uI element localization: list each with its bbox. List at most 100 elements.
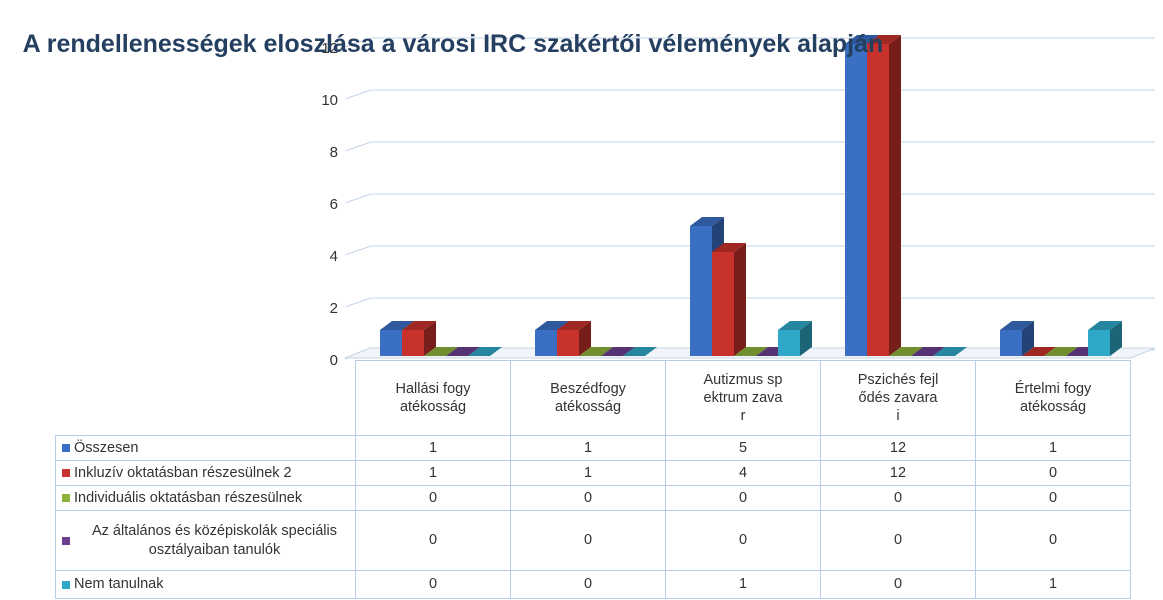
table-value: 4 <box>665 460 821 486</box>
bar-top <box>468 347 502 356</box>
bar-top <box>557 321 591 330</box>
bar-top <box>933 347 967 356</box>
bar-side <box>579 321 591 356</box>
legend-key <box>62 580 70 589</box>
table-value: 1 <box>355 435 511 461</box>
table-value: 12 <box>820 435 976 461</box>
bar-top <box>889 347 923 356</box>
bar-top <box>535 321 569 330</box>
table-value: 1 <box>975 435 1131 461</box>
table-value: 0 <box>665 510 821 571</box>
bar-side <box>800 321 812 356</box>
bar-top <box>1022 347 1056 356</box>
bar-side <box>424 321 436 356</box>
chart-title: A rendellenességek eloszlása a városi IR… <box>22 30 884 58</box>
bar-side <box>889 35 901 356</box>
y-tick-label: 10 <box>321 92 338 109</box>
x-tick-label: Pszichés fejlődés zavarai <box>820 360 976 436</box>
legend-key <box>62 444 70 452</box>
table-value: 1 <box>355 460 511 486</box>
y-tick-label: 12 <box>321 40 338 57</box>
legend-key <box>62 494 70 502</box>
table-value: 0 <box>355 570 511 599</box>
grid-line <box>344 193 1155 204</box>
bar-top <box>424 347 458 356</box>
legend-entry: Az általános és középiskolák speciális o… <box>55 510 356 571</box>
table-value: 5 <box>665 435 821 461</box>
table-value: 1 <box>665 570 821 599</box>
bar-top <box>579 347 613 356</box>
table-value: 1 <box>510 435 666 461</box>
table-value: 0 <box>975 485 1131 511</box>
bar-side <box>1110 321 1122 356</box>
bar <box>557 330 579 356</box>
table-value: 0 <box>820 485 976 511</box>
legend-label: Összesen <box>74 439 139 456</box>
bar <box>690 226 712 356</box>
table-value: 0 <box>510 570 666 599</box>
table-value: 0 <box>510 510 666 571</box>
legend-label: Inkluzív oktatásban részesülnek 2 <box>74 464 292 481</box>
x-tick-label: Értelmi fogyatékosság <box>975 360 1131 436</box>
bar-top <box>845 35 879 44</box>
bar-top <box>380 321 414 330</box>
grid-line <box>344 245 1155 256</box>
table-value: 0 <box>510 485 666 511</box>
y-tick-label: 4 <box>330 248 338 265</box>
bar-top <box>402 321 436 330</box>
legend-label: Nem tanulnak <box>74 576 164 593</box>
bar <box>1000 330 1022 356</box>
bar <box>778 330 800 356</box>
bar-top <box>1044 347 1078 356</box>
bar <box>1088 330 1110 356</box>
table-value: 0 <box>975 510 1131 571</box>
legend-entry: Individuális oktatásban részesülnek <box>55 485 356 511</box>
bar <box>712 252 734 356</box>
bar-top <box>601 347 635 356</box>
legend-key <box>62 536 70 545</box>
table-value: 0 <box>975 460 1131 486</box>
y-tick-label: 6 <box>330 196 338 213</box>
bar-top <box>623 347 657 356</box>
x-tick-label: Hallási fogyatékosság <box>355 360 511 436</box>
legend-entry: Összesen <box>55 435 356 461</box>
y-tick-label: 0 <box>330 352 338 369</box>
bar <box>867 44 889 356</box>
table-value: 0 <box>820 570 976 599</box>
bar-top <box>1088 321 1122 330</box>
bar <box>402 330 424 356</box>
table-value: 0 <box>665 485 821 511</box>
bar-side <box>1022 321 1034 356</box>
bar-top <box>1000 321 1034 330</box>
bar-top <box>867 35 901 44</box>
bar-top <box>734 347 768 356</box>
bar <box>380 330 402 356</box>
bar-side <box>734 243 746 356</box>
bar-top <box>911 347 945 356</box>
legend-entry: Inkluzív oktatásban részesülnek 2 <box>55 460 356 486</box>
x-tick-label: Autizmus spektrum zavar <box>665 360 821 436</box>
x-tick-label: Beszédfogyatékosság <box>510 360 666 436</box>
y-tick-label: 8 <box>330 144 338 161</box>
table-value: 1 <box>975 570 1131 599</box>
table-value: 12 <box>820 460 976 486</box>
bar <box>535 330 557 356</box>
legend-label: Individuális oktatásban részesülnek <box>74 489 303 506</box>
legend-entry: Nem tanulnak <box>55 570 356 599</box>
bar-top <box>712 243 746 252</box>
grid-line <box>344 89 1155 100</box>
bar-top <box>690 217 724 226</box>
bar-top <box>446 347 480 356</box>
bar-top <box>778 321 812 330</box>
legend-key <box>62 469 70 477</box>
legend-label: Az általános és középiskolák speciális o… <box>91 523 337 558</box>
grid-line <box>344 297 1155 308</box>
table-value: 0 <box>355 485 511 511</box>
grid-line <box>344 141 1155 152</box>
y-tick-label: 2 <box>330 300 338 317</box>
bar <box>845 44 867 356</box>
table-value: 1 <box>510 460 666 486</box>
table-value: 0 <box>820 510 976 571</box>
